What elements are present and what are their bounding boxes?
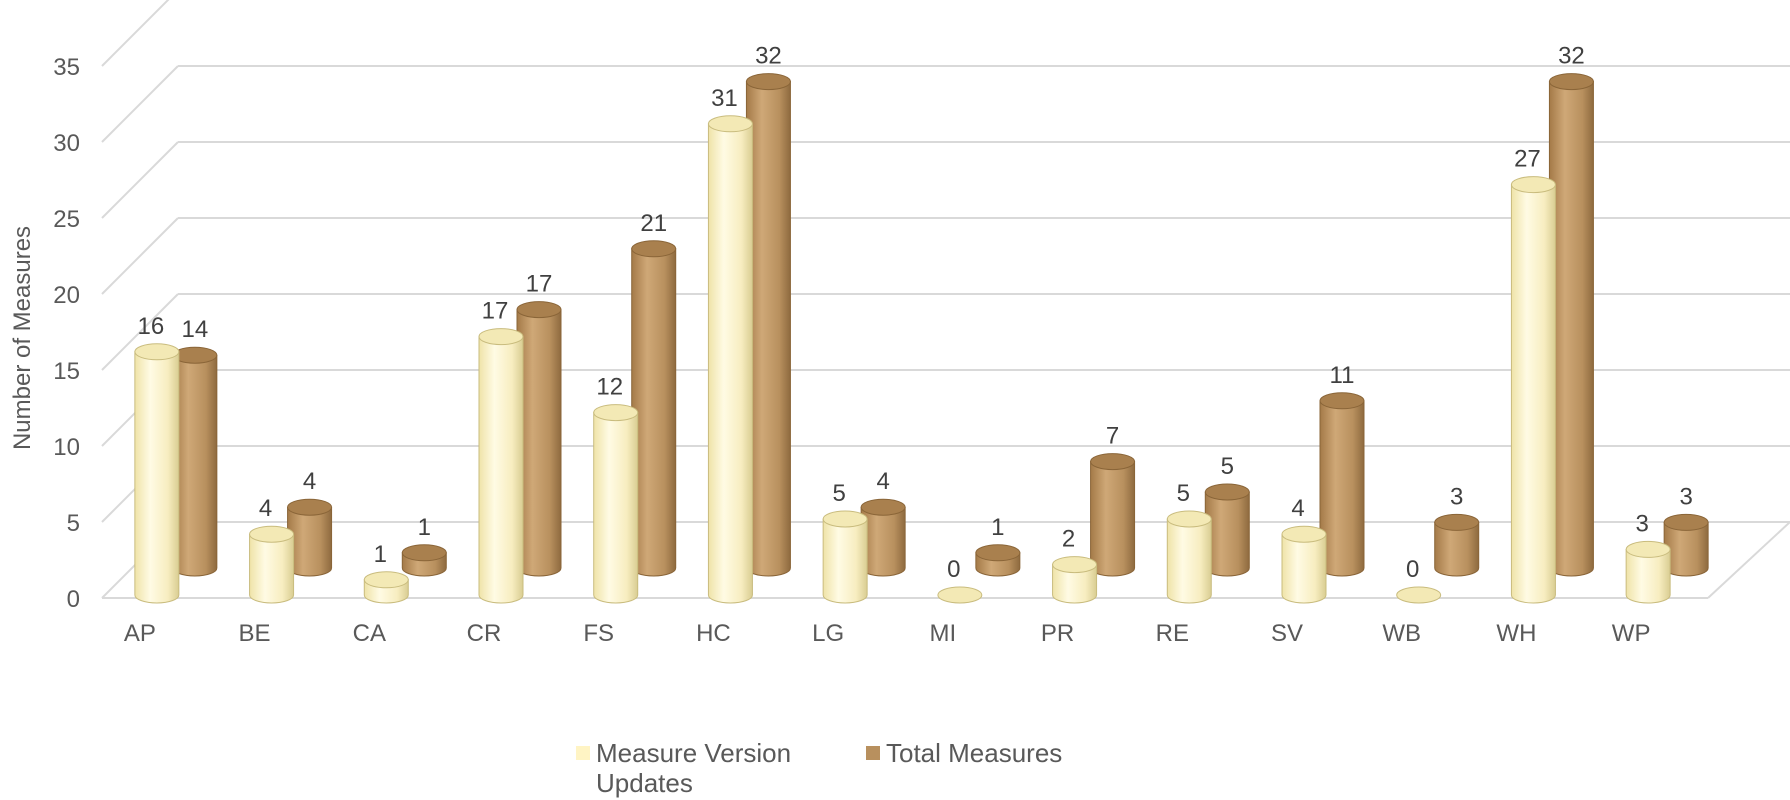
data-label-measure-version-updates: 4 xyxy=(1291,495,1304,522)
bar-measure-version-updates xyxy=(1166,510,1212,604)
data-label-measure-version-updates: 5 xyxy=(1177,480,1190,507)
x-tick-label: WH xyxy=(1496,620,1536,647)
x-tick-label: WB xyxy=(1382,620,1421,647)
floor-right-edge xyxy=(1707,521,1790,599)
data-label-measure-version-updates: 27 xyxy=(1514,146,1541,173)
x-tick-label: FS xyxy=(583,620,614,647)
y-axis: 0 5 10 15 20 25 30 35 xyxy=(53,54,80,613)
y-axis-title: Number of Measures xyxy=(9,226,36,450)
bars xyxy=(134,73,1709,604)
legend-item-total-measures: Total Measures xyxy=(866,738,1062,768)
x-tick-label: BE xyxy=(239,620,271,647)
data-label-measure-version-updates: 17 xyxy=(482,298,509,325)
bar-measure-version-updates xyxy=(1052,556,1098,604)
bar-total-measures xyxy=(1548,73,1594,577)
x-tick-label: LG xyxy=(812,620,844,647)
x-tick-label: CR xyxy=(467,620,502,647)
legend-item-measure-version-updates: Measure Version Updates xyxy=(576,738,791,798)
data-label-measure-version-updates: 3 xyxy=(1635,510,1648,537)
data-label-total-measures: 1 xyxy=(418,514,431,541)
bar-total-measures xyxy=(287,498,333,577)
bar-measure-version-updates xyxy=(1281,525,1327,604)
bar-total-measures xyxy=(172,346,218,577)
legend: Measure Version Updates Total Measures xyxy=(576,738,1176,798)
bar-total-measures xyxy=(1434,513,1480,577)
x-tick-label: RE xyxy=(1156,620,1189,647)
gridlines xyxy=(101,0,1790,599)
x-tick-label: CA xyxy=(353,620,386,647)
legend-swatch-brown xyxy=(866,746,880,760)
data-label-total-measures: 17 xyxy=(526,271,553,298)
bar-measure-version-updates xyxy=(1625,540,1671,604)
bar-measure-version-updates xyxy=(593,404,639,604)
data-label-total-measures: 21 xyxy=(640,210,667,237)
data-label-measure-version-updates: 2 xyxy=(1062,526,1075,553)
data-label-total-measures: 32 xyxy=(755,43,782,70)
bar-measure-version-updates xyxy=(134,343,180,604)
y-tick-label: 0 xyxy=(67,586,80,613)
data-label-total-measures: 3 xyxy=(1450,483,1463,510)
data-label-total-measures: 5 xyxy=(1221,453,1234,480)
bar-total-measures xyxy=(516,301,562,577)
bar-total-measures xyxy=(401,544,447,577)
bar-total-measures xyxy=(860,498,906,577)
x-tick-label: HC xyxy=(696,620,731,647)
gridline-side xyxy=(101,65,179,143)
data-label-total-measures: 3 xyxy=(1679,483,1692,510)
data-label-total-measures: 1 xyxy=(991,514,1004,541)
y-tick-label: 20 xyxy=(53,282,80,309)
x-tick-label: WP xyxy=(1612,620,1651,647)
legend-label: Total Measures xyxy=(886,738,1063,768)
bar-measure-version-updates xyxy=(937,586,983,604)
y-tick-label: 15 xyxy=(53,358,80,385)
data-label-measure-version-updates: 0 xyxy=(1406,556,1419,583)
gridline-side xyxy=(101,217,179,295)
bar-measure-version-updates xyxy=(1396,586,1442,604)
bar-total-measures xyxy=(1663,513,1709,577)
bar-total-measures xyxy=(1204,483,1250,577)
y-tick-label: 35 xyxy=(53,54,80,81)
legend-swatch-cream xyxy=(576,746,590,760)
bar-measure-version-updates xyxy=(478,328,524,604)
x-axis: AP BE CA CR FS HC LG MI PR RE SV WB WH WP xyxy=(124,620,1651,647)
data-label-total-measures: 14 xyxy=(182,316,209,343)
gridline-side xyxy=(101,141,179,219)
gridline-side xyxy=(101,0,170,67)
bar-measure-version-updates xyxy=(1510,176,1556,604)
bar-measure-version-updates xyxy=(822,510,868,604)
x-tick-label: PR xyxy=(1041,620,1074,647)
data-label-measure-version-updates: 12 xyxy=(596,374,623,401)
x-tick-label: MI xyxy=(930,620,957,647)
bar-total-measures xyxy=(1319,392,1365,577)
data-label-measure-version-updates: 1 xyxy=(374,541,387,568)
y-tick-label: 5 xyxy=(67,510,80,537)
data-label-measure-version-updates: 31 xyxy=(711,85,738,112)
bar-total-measures xyxy=(631,240,677,577)
data-label-total-measures: 11 xyxy=(1330,362,1355,389)
y-tick-label: 30 xyxy=(53,130,80,157)
data-label-measure-version-updates: 4 xyxy=(259,495,272,522)
legend-label: Measure Version Updates xyxy=(596,738,792,798)
y-tick-label: 10 xyxy=(53,434,80,461)
data-label-total-measures: 4 xyxy=(303,468,316,495)
x-tick-label: SV xyxy=(1271,620,1303,647)
x-tick-label: AP xyxy=(124,620,156,647)
data-label-total-measures: 7 xyxy=(1106,423,1119,450)
data-label-measure-version-updates: 16 xyxy=(138,313,165,340)
bar-measure-version-updates xyxy=(363,571,409,604)
data-label-total-measures: 32 xyxy=(1558,43,1585,70)
data-label-measure-version-updates: 5 xyxy=(832,480,845,507)
gridline-side xyxy=(101,293,179,371)
y-tick-label: 25 xyxy=(53,206,80,233)
bar-total-measures xyxy=(1090,453,1136,577)
bar-total-measures xyxy=(745,73,791,577)
bar-measure-version-updates xyxy=(249,525,295,604)
data-label-total-measures: 4 xyxy=(876,468,889,495)
bar-total-measures xyxy=(975,544,1021,577)
bar-measure-version-updates xyxy=(707,115,753,604)
data-label-measure-version-updates: 0 xyxy=(947,556,960,583)
